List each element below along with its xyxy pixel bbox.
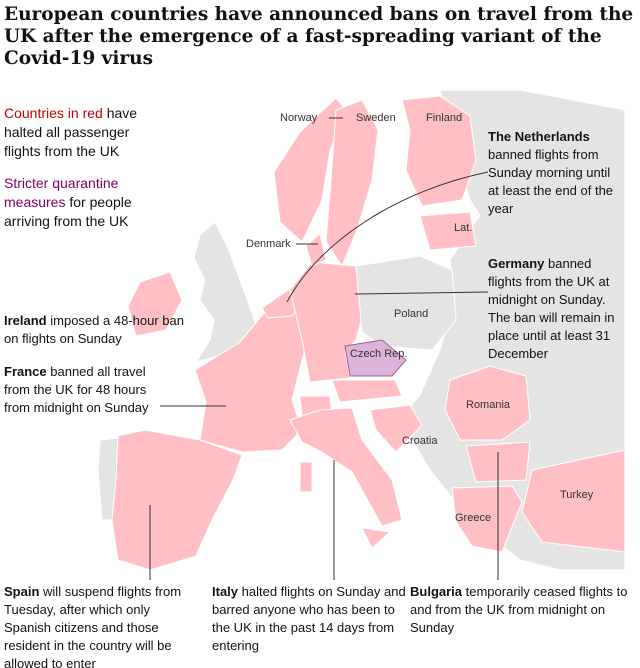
annotation: The Netherlands banned flights from Sund… (488, 128, 623, 218)
sicily (361, 527, 392, 549)
greece (451, 485, 523, 553)
annotation-text: will suspend flights from Tuesday, after… (4, 584, 182, 668)
finland (401, 95, 477, 207)
annotation-text: banned flights from Sunday morning until… (488, 147, 614, 216)
annotation: Italy halted flights on Sunday and barre… (212, 583, 407, 655)
country-label: Greece (455, 512, 492, 524)
leader-line (286, 171, 489, 303)
turkey (521, 449, 626, 553)
country-label: Lat. (454, 222, 473, 234)
czech (344, 339, 407, 377)
country-label: Denmark (246, 238, 291, 250)
annotation: Ireland imposed a 48-hour ban on flights… (4, 312, 194, 348)
legend-highlight: Countries in red (4, 105, 103, 121)
legend-item: Countries in red have halted all passeng… (4, 104, 164, 161)
country-label: Czech Rep. (350, 348, 408, 360)
denmark (305, 233, 327, 267)
country-label: Poland (394, 308, 429, 320)
latvia (419, 211, 477, 251)
country-label: Norway (280, 112, 318, 124)
annotation-name: Bulgaria (410, 584, 463, 599)
ireland (127, 271, 183, 337)
country-label: Sweden (356, 112, 396, 124)
annotation-name: Spain (4, 584, 40, 599)
sweden (325, 99, 379, 268)
legend-highlight: Stricter quarantine measures (4, 175, 119, 210)
country-label: Turkey (560, 489, 594, 501)
annotation: Germany banned flights from the UK at mi… (488, 255, 626, 363)
legend-item: Stricter quarantine measures for people … (4, 174, 164, 231)
country-label: Croatia (402, 435, 438, 447)
annotation-name: Ireland (4, 313, 47, 328)
annotation: Spain will suspend flights from Tuesday,… (4, 583, 199, 668)
annotation-text: temporarily ceased flights to and from t… (410, 584, 628, 635)
annotation-text: banned all travel from the UK for 48 hou… (4, 364, 149, 415)
annotation-text: imposed a 48-hour ban on flights on Sund… (4, 313, 184, 346)
legend-text: for people arriving from the UK (4, 194, 132, 229)
annotation-name: The Netherlands (488, 129, 590, 144)
romania (444, 365, 531, 441)
sardinia (299, 461, 313, 493)
poland (355, 255, 457, 351)
croatia (369, 404, 423, 453)
country-label: Finland (426, 112, 463, 124)
austria (331, 379, 403, 403)
annotation-text: banned flights from the UK at midnight o… (488, 256, 615, 361)
leader-line (354, 291, 489, 295)
annotation: Bulgaria temporarily ceased flights to a… (410, 583, 635, 637)
annotation-text: halted flights on Sunday and barred anyo… (212, 584, 406, 653)
italy (289, 407, 403, 527)
spain (111, 429, 243, 571)
annotation-name: Germany (488, 256, 545, 271)
title: European countries have announced bans o… (4, 4, 634, 69)
annotation: France banned all travel from the UK for… (4, 363, 164, 417)
annotation-name: France (4, 364, 47, 379)
country-label: Romania (466, 399, 511, 411)
legend-text: have halted all passenger flights from t… (4, 105, 138, 159)
annotation-name: Italy (212, 584, 239, 599)
